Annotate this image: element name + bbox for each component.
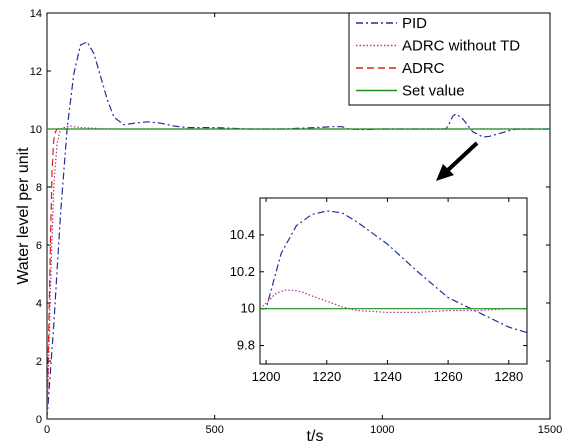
main-y-tick-label: 10 <box>30 124 42 136</box>
inset-x-tick-label: 1200 <box>252 369 281 384</box>
main-x-tick-label: 500 <box>205 424 223 436</box>
inset-x-tick-label: 1280 <box>494 369 523 384</box>
main-y-tick-label: 4 <box>36 298 42 310</box>
legend: PID ADRC without TD ADRC Set value <box>348 12 551 106</box>
legend-entry-label: PID <box>402 15 427 32</box>
main-series-line-pid <box>47 41 550 419</box>
inset-x-tick-label: 1220 <box>312 369 341 384</box>
main-y-tick-label: 12 <box>30 66 42 78</box>
legend-entry-label: ADRC without TD <box>402 38 520 55</box>
inset-y-tick-label: 10 <box>241 301 255 316</box>
x-axis-label: t/s <box>307 428 324 443</box>
main-y-tick-label: 8 <box>36 182 42 194</box>
pointer-arrow-head <box>436 164 454 181</box>
main-x-tick-label: 1000 <box>370 424 394 436</box>
main-y-tick-label: 0 <box>36 414 42 426</box>
main-y-tick-label: 2 <box>36 356 42 368</box>
inset-y-tick-label: 9.8 <box>237 338 255 353</box>
main-series-line-adrc-without-td <box>47 125 550 419</box>
inset-plot-area <box>259 197 528 365</box>
y-axis-label: Water level per unit <box>15 147 32 285</box>
inset-y-tick-label: 10.2 <box>230 264 255 279</box>
inset-series-line-pid <box>260 210 527 334</box>
inset-x-tick-label: 1240 <box>373 369 402 384</box>
pointer-arrow-shaft <box>446 141 479 172</box>
main-x-tick-label: 1500 <box>538 424 562 436</box>
inset-x-tick-label: 1260 <box>434 369 463 384</box>
legend-box <box>348 12 551 106</box>
main-y-tick-label: 14 <box>30 8 42 20</box>
legend-entry-label: Set value <box>402 83 465 100</box>
main-y-tick-label: 6 <box>36 240 42 252</box>
legend-entry-label: ADRC <box>402 60 445 77</box>
main-x-tick-label: 0 <box>44 424 50 436</box>
inset-y-tick-label: 10.4 <box>230 227 255 242</box>
